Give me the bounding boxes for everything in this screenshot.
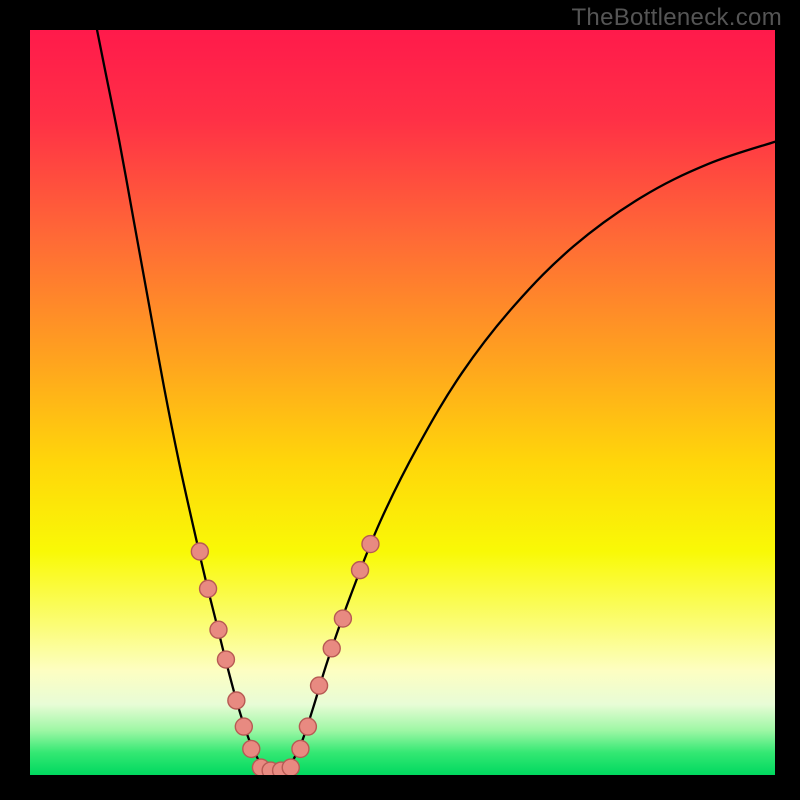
data-marker xyxy=(200,580,217,597)
data-marker xyxy=(334,610,351,627)
data-marker xyxy=(191,543,208,560)
data-marker xyxy=(228,692,245,709)
data-marker xyxy=(210,621,227,638)
data-marker xyxy=(217,651,234,668)
data-marker xyxy=(352,562,369,579)
data-marker xyxy=(282,759,299,775)
data-marker xyxy=(292,740,309,757)
chart-plot-area xyxy=(30,30,775,775)
data-marker xyxy=(243,740,260,757)
chart-background xyxy=(30,30,775,775)
data-marker xyxy=(362,536,379,553)
chart-svg xyxy=(30,30,775,775)
data-marker xyxy=(299,718,316,735)
watermark-text: TheBottleneck.com xyxy=(571,4,782,32)
data-marker xyxy=(311,677,328,694)
data-marker xyxy=(323,640,340,657)
data-marker xyxy=(235,718,252,735)
